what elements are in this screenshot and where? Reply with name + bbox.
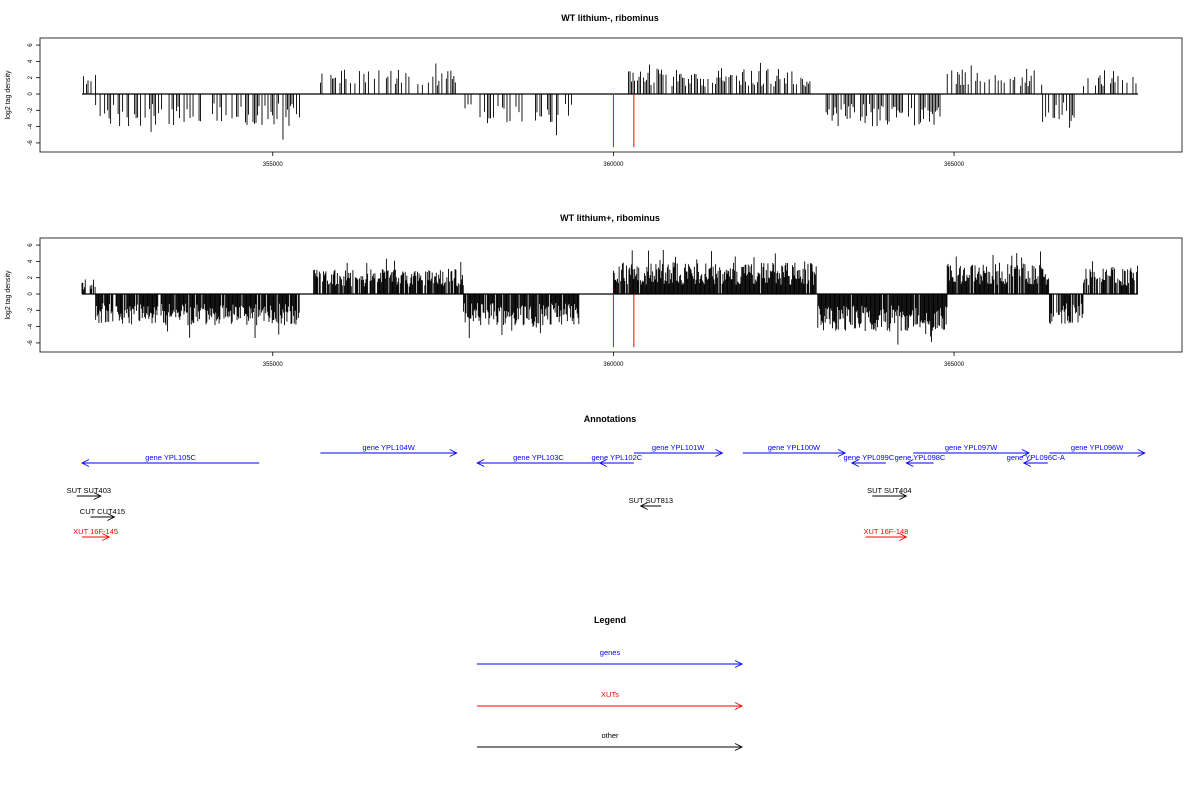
arrow-head-right bbox=[734, 702, 744, 710]
feature-label: gene YPL099C bbox=[844, 453, 895, 462]
feature-arrow bbox=[872, 492, 908, 500]
feature-label: gene YPL101W bbox=[652, 443, 705, 452]
y-tick-label: 6 bbox=[28, 43, 34, 47]
y-tick-label: 0 bbox=[28, 292, 34, 296]
arrow-head-left bbox=[598, 459, 607, 467]
feature-arrow bbox=[639, 502, 662, 510]
arrow-head-right bbox=[715, 449, 724, 457]
arrow-head-right bbox=[899, 533, 908, 541]
feature-arrow bbox=[76, 492, 102, 500]
plot-frame bbox=[39, 237, 1183, 353]
signal-bars bbox=[83, 62, 1137, 140]
legend-arrow bbox=[477, 743, 744, 751]
feature-arrow bbox=[598, 459, 634, 467]
feature-label: SUT SUT813 bbox=[629, 496, 673, 505]
arrow-head-left bbox=[476, 459, 485, 467]
y-axis-label: log2 tag density bbox=[5, 70, 12, 120]
feature-label: gene YPL097W bbox=[945, 443, 998, 452]
feature-label: gene YPL096C-A bbox=[1007, 453, 1065, 462]
arrow-head-right bbox=[734, 743, 744, 751]
annotations-panel: Annotations gene YPL105C gene YPL104W gene … bbox=[67, 414, 1146, 541]
track-panel-2: WT lithium+, ribominus log2 tag density 6 4… bbox=[5, 213, 1183, 368]
feature-arrow bbox=[633, 449, 724, 457]
x-tick-label: 360000 bbox=[603, 162, 624, 168]
feature-label: SUT SUT404 bbox=[867, 486, 911, 495]
legend-arrow bbox=[477, 660, 744, 668]
track-panel-1: WT lithium-, ribominus log2 tag density 6 4… bbox=[5, 13, 1183, 168]
x-tick-label: 355000 bbox=[263, 362, 284, 368]
feature-label: gene YPL105C bbox=[145, 453, 196, 462]
panel-title: WT lithium+, ribominus bbox=[560, 213, 660, 223]
feature-arrow bbox=[1022, 459, 1048, 467]
arrow-head-right bbox=[93, 492, 102, 500]
feature-arrow bbox=[905, 459, 934, 467]
feature-label: XUT 16F-145 bbox=[73, 527, 118, 536]
y-tick-label: -2 bbox=[28, 107, 34, 113]
feature-label: SUT SUT403 bbox=[67, 486, 111, 495]
feature-label: gene YPL098C bbox=[895, 453, 946, 462]
y-axis-label: log2 tag density bbox=[5, 270, 12, 320]
legend-arrow bbox=[477, 702, 744, 710]
signal-bars bbox=[81, 250, 1138, 345]
x-tick-label: 355000 bbox=[263, 162, 284, 168]
arrow-head-left bbox=[905, 459, 914, 467]
feature-label: gene YPL096W bbox=[1071, 443, 1124, 452]
legend-label: genes bbox=[600, 648, 621, 657]
feature-arrow bbox=[476, 459, 600, 467]
y-tick-label: 0 bbox=[28, 92, 34, 96]
arrow-head-right bbox=[107, 513, 116, 521]
feature-label: XUT 16F-148 bbox=[863, 527, 908, 536]
arrow-head-right bbox=[1137, 449, 1146, 457]
legend-label: other bbox=[601, 731, 619, 740]
arrow-head-left bbox=[850, 459, 860, 467]
y-tick-label: -2 bbox=[28, 307, 34, 313]
arrow-head-right bbox=[102, 533, 111, 541]
feature-arrow bbox=[913, 449, 1030, 457]
arrow-head-right bbox=[1021, 449, 1030, 457]
x-tick-label: 365000 bbox=[944, 362, 965, 368]
x-tick-label: 360000 bbox=[603, 362, 624, 368]
y-tick-label: -4 bbox=[28, 323, 34, 329]
arrow-head-left bbox=[639, 502, 648, 510]
arrow-head-left bbox=[1022, 459, 1032, 467]
feature-arrow bbox=[80, 459, 260, 467]
feature-label: gene YPL102C bbox=[591, 453, 642, 462]
feature-label: gene YPL100W bbox=[768, 443, 821, 452]
x-tick-label: 365000 bbox=[944, 162, 965, 168]
feature-arrow bbox=[742, 449, 847, 457]
y-tick-label: 4 bbox=[28, 59, 34, 63]
y-tick-label: 4 bbox=[28, 259, 34, 263]
arrow-head-right bbox=[734, 660, 744, 668]
legend-title: Legend bbox=[594, 615, 626, 625]
y-tick-label: -6 bbox=[28, 340, 34, 346]
feature-label: gene YPL103C bbox=[513, 453, 564, 462]
y-tick-label: -6 bbox=[28, 140, 34, 146]
feature-arrow bbox=[865, 533, 908, 541]
feature-arrow bbox=[1049, 449, 1146, 457]
plot-frame bbox=[39, 37, 1183, 153]
y-tick-label: 2 bbox=[28, 75, 34, 79]
y-tick-label: 6 bbox=[28, 243, 34, 247]
legend-label: XUTs bbox=[601, 690, 619, 699]
arrow-head-left bbox=[80, 459, 90, 467]
feature-arrow bbox=[90, 513, 116, 521]
panel-title: WT lithium-, ribominus bbox=[561, 13, 659, 23]
feature-arrow bbox=[320, 449, 458, 457]
feature-label: gene YPL104W bbox=[362, 443, 415, 452]
arrow-head-right bbox=[837, 449, 847, 457]
arrow-head-right bbox=[899, 492, 908, 500]
arrow-head-right bbox=[449, 449, 458, 457]
y-tick-label: -4 bbox=[28, 123, 34, 129]
legend: Legend genes XUTs other bbox=[477, 615, 744, 751]
annotations-title: Annotations bbox=[584, 414, 637, 424]
feature-arrow bbox=[82, 533, 111, 541]
y-tick-label: 2 bbox=[28, 275, 34, 279]
feature-arrow bbox=[850, 459, 886, 467]
feature-label: CUT CUT415 bbox=[80, 507, 125, 516]
